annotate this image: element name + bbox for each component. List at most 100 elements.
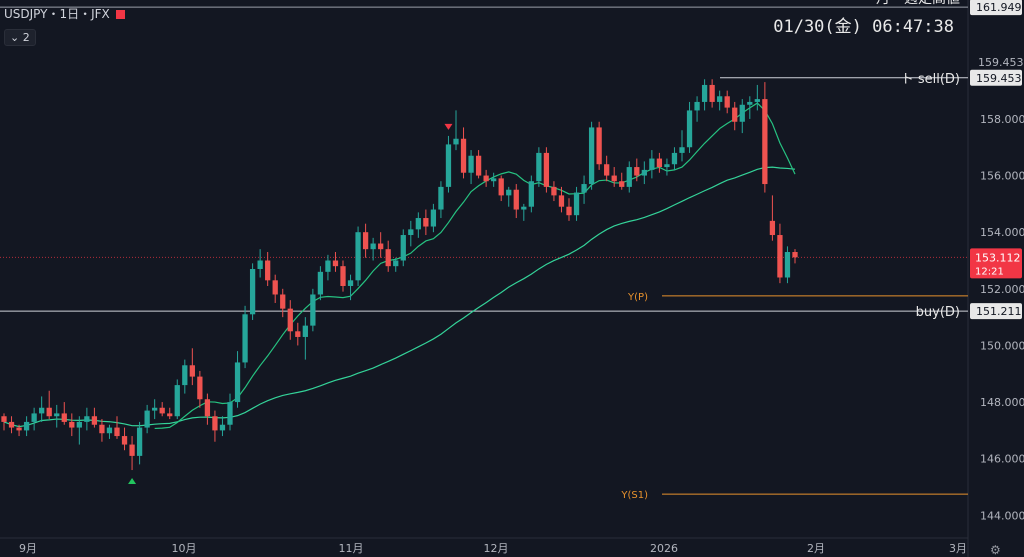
y-tick-label: 146.000: [980, 453, 1024, 466]
x-tick-label: 11月: [339, 542, 364, 555]
symbol-header[interactable]: USDJPY・1日・JFX: [4, 5, 125, 22]
x-tick-label: 3月: [949, 542, 967, 555]
candle-body: [23, 421, 30, 431]
candle-body: [347, 280, 354, 286]
candle-body: [536, 152, 542, 182]
candle-body: [686, 110, 693, 148]
x-tick-label: 12月: [484, 542, 509, 555]
current-price-tag-bg: [970, 248, 1022, 279]
candle-body: [385, 249, 391, 267]
candle-body: [16, 427, 22, 431]
candle-body: [438, 186, 444, 210]
ma-fast-line: [154, 102, 796, 430]
y-tick-label: 148.000: [980, 396, 1024, 409]
candle-body: [483, 175, 489, 182]
candle-body: [174, 385, 180, 417]
candle-body: [513, 189, 519, 210]
candle-body: [54, 413, 60, 417]
candle-body: [415, 218, 421, 230]
candle-body: [664, 164, 670, 168]
candle-body: [739, 104, 745, 122]
candle-body: [498, 178, 504, 196]
candle-body: [724, 96, 730, 108]
price-tag-bg: [970, 0, 1022, 16]
candle-body: [430, 209, 437, 227]
y-tick-label: 154.000: [980, 226, 1024, 239]
candle-body: [679, 147, 685, 153]
candle-body: [551, 186, 557, 196]
flag-icon: [115, 10, 125, 19]
clock-readout: 01/30(金) 06:47:38: [773, 17, 954, 37]
candle-body: [121, 436, 128, 445]
candle-body: [370, 243, 376, 250]
level-label: ト sell(D): [901, 72, 960, 87]
indicator-toggle[interactable]: ⌄ 2: [4, 29, 36, 46]
candle-body: [287, 308, 293, 332]
candle-body: [197, 376, 203, 400]
candle-body: [265, 260, 271, 281]
candle-body: [694, 101, 700, 111]
candle-body: [393, 260, 399, 267]
price-tag: 151.211: [976, 305, 1022, 318]
candle-body: [212, 416, 218, 431]
indicator-count: 2: [22, 31, 30, 44]
candle-body: [332, 260, 339, 267]
candle-body: [280, 294, 286, 309]
candle-body: [340, 266, 346, 286]
y-tick-label: 144.000: [980, 509, 1024, 522]
candle-body: [378, 243, 384, 250]
candle-body: [784, 252, 791, 278]
candle-body: [626, 167, 632, 187]
candle-body: [747, 101, 753, 105]
candle-body: [219, 424, 226, 431]
candle-body: [581, 184, 587, 193]
candle-body: [671, 152, 678, 165]
x-tick-label: 2026: [650, 542, 678, 555]
candle-body: [649, 158, 655, 170]
candle-body: [769, 220, 776, 236]
level-label: 月・週足高値: [876, 0, 960, 7]
low-marker-icon: [128, 478, 137, 485]
gear-icon[interactable]: ⚙: [990, 543, 1001, 557]
candle-body: [754, 99, 760, 102]
candle-body: [106, 427, 113, 434]
candle-body: [596, 127, 602, 165]
candle-body: [468, 155, 474, 173]
candle-body: [521, 206, 527, 210]
candle-body: [423, 218, 429, 227]
candle-body: [227, 402, 233, 425]
candle-body: [144, 410, 150, 428]
candle-body: [310, 294, 316, 326]
candle-body: [506, 189, 512, 196]
candle-body: [46, 407, 52, 417]
candle-body: [573, 192, 580, 216]
price-tag: 159.453: [976, 72, 1022, 85]
candle-body: [543, 152, 550, 187]
candle-body: [204, 399, 211, 417]
candle-body: [604, 164, 610, 176]
candle-body: [295, 331, 301, 337]
candle-body: [709, 84, 715, 102]
price-tag-bg: [970, 69, 1022, 86]
candle-body: [159, 407, 165, 414]
candle-body: [76, 421, 82, 428]
candle-body: [656, 158, 663, 168]
candle-body: [408, 229, 414, 236]
candle-body: [1, 416, 7, 422]
y-tick-label: 152.000: [980, 283, 1024, 296]
candle-body: [355, 232, 361, 281]
candle-body: [588, 127, 595, 185]
candle-body: [558, 195, 565, 207]
candle-body: [242, 314, 248, 363]
candle-body: [566, 206, 572, 216]
y-tick-label: 150.000: [980, 339, 1024, 352]
y-tick-label: 156.000: [980, 170, 1024, 183]
candle-body: [634, 167, 640, 176]
candle-body: [528, 181, 534, 207]
candle-body: [619, 181, 625, 187]
y-tick-label: 158.000: [980, 113, 1024, 126]
candle-body: [114, 427, 120, 437]
candle-body: [460, 138, 467, 173]
